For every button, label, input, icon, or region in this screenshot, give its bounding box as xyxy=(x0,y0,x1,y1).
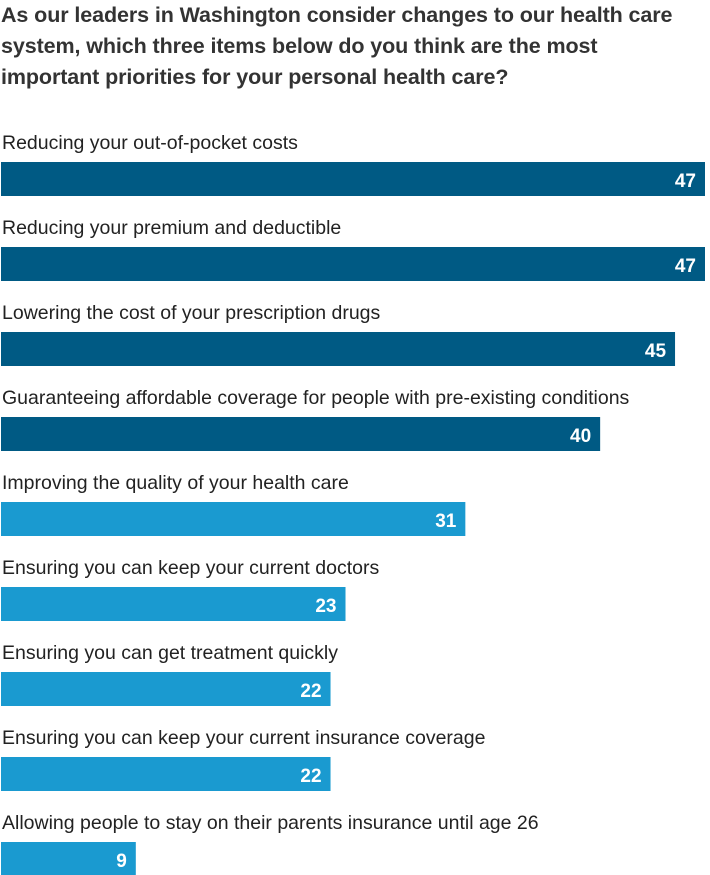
value-label: 22 xyxy=(300,681,321,702)
category-label: Ensuring you can keep your current docto… xyxy=(2,557,379,579)
category-label: Ensuring you can get treatment quickly xyxy=(2,642,338,664)
bar xyxy=(1,757,331,791)
category-label: Allowing people to stay on their parents… xyxy=(2,812,539,834)
bar xyxy=(1,842,136,875)
bar xyxy=(1,417,601,451)
value-label: 22 xyxy=(300,766,321,787)
category-label: Guaranteeing affordable coverage for peo… xyxy=(2,387,630,409)
value-label: 31 xyxy=(435,511,457,532)
bar xyxy=(1,247,705,281)
value-label: 40 xyxy=(570,426,591,447)
category-label: Improving the quality of your health car… xyxy=(2,472,349,494)
category-label: Lowering the cost of your prescription d… xyxy=(2,302,381,324)
bar xyxy=(1,672,331,706)
chart-title: As our leaders in Washington consider ch… xyxy=(1,3,673,89)
category-label: Ensuring you can keep your current insur… xyxy=(2,727,485,749)
bar xyxy=(1,502,466,536)
bar xyxy=(1,587,346,621)
value-label: 9 xyxy=(116,851,127,872)
bar xyxy=(1,332,676,366)
bar xyxy=(1,162,705,196)
category-label: Reducing your out-of-pocket costs xyxy=(2,132,298,154)
value-label: 47 xyxy=(675,171,696,192)
value-label: 45 xyxy=(645,341,667,362)
value-label: 23 xyxy=(315,596,336,617)
value-label: 47 xyxy=(675,256,696,277)
category-label: Reducing your premium and deductible xyxy=(2,217,341,239)
